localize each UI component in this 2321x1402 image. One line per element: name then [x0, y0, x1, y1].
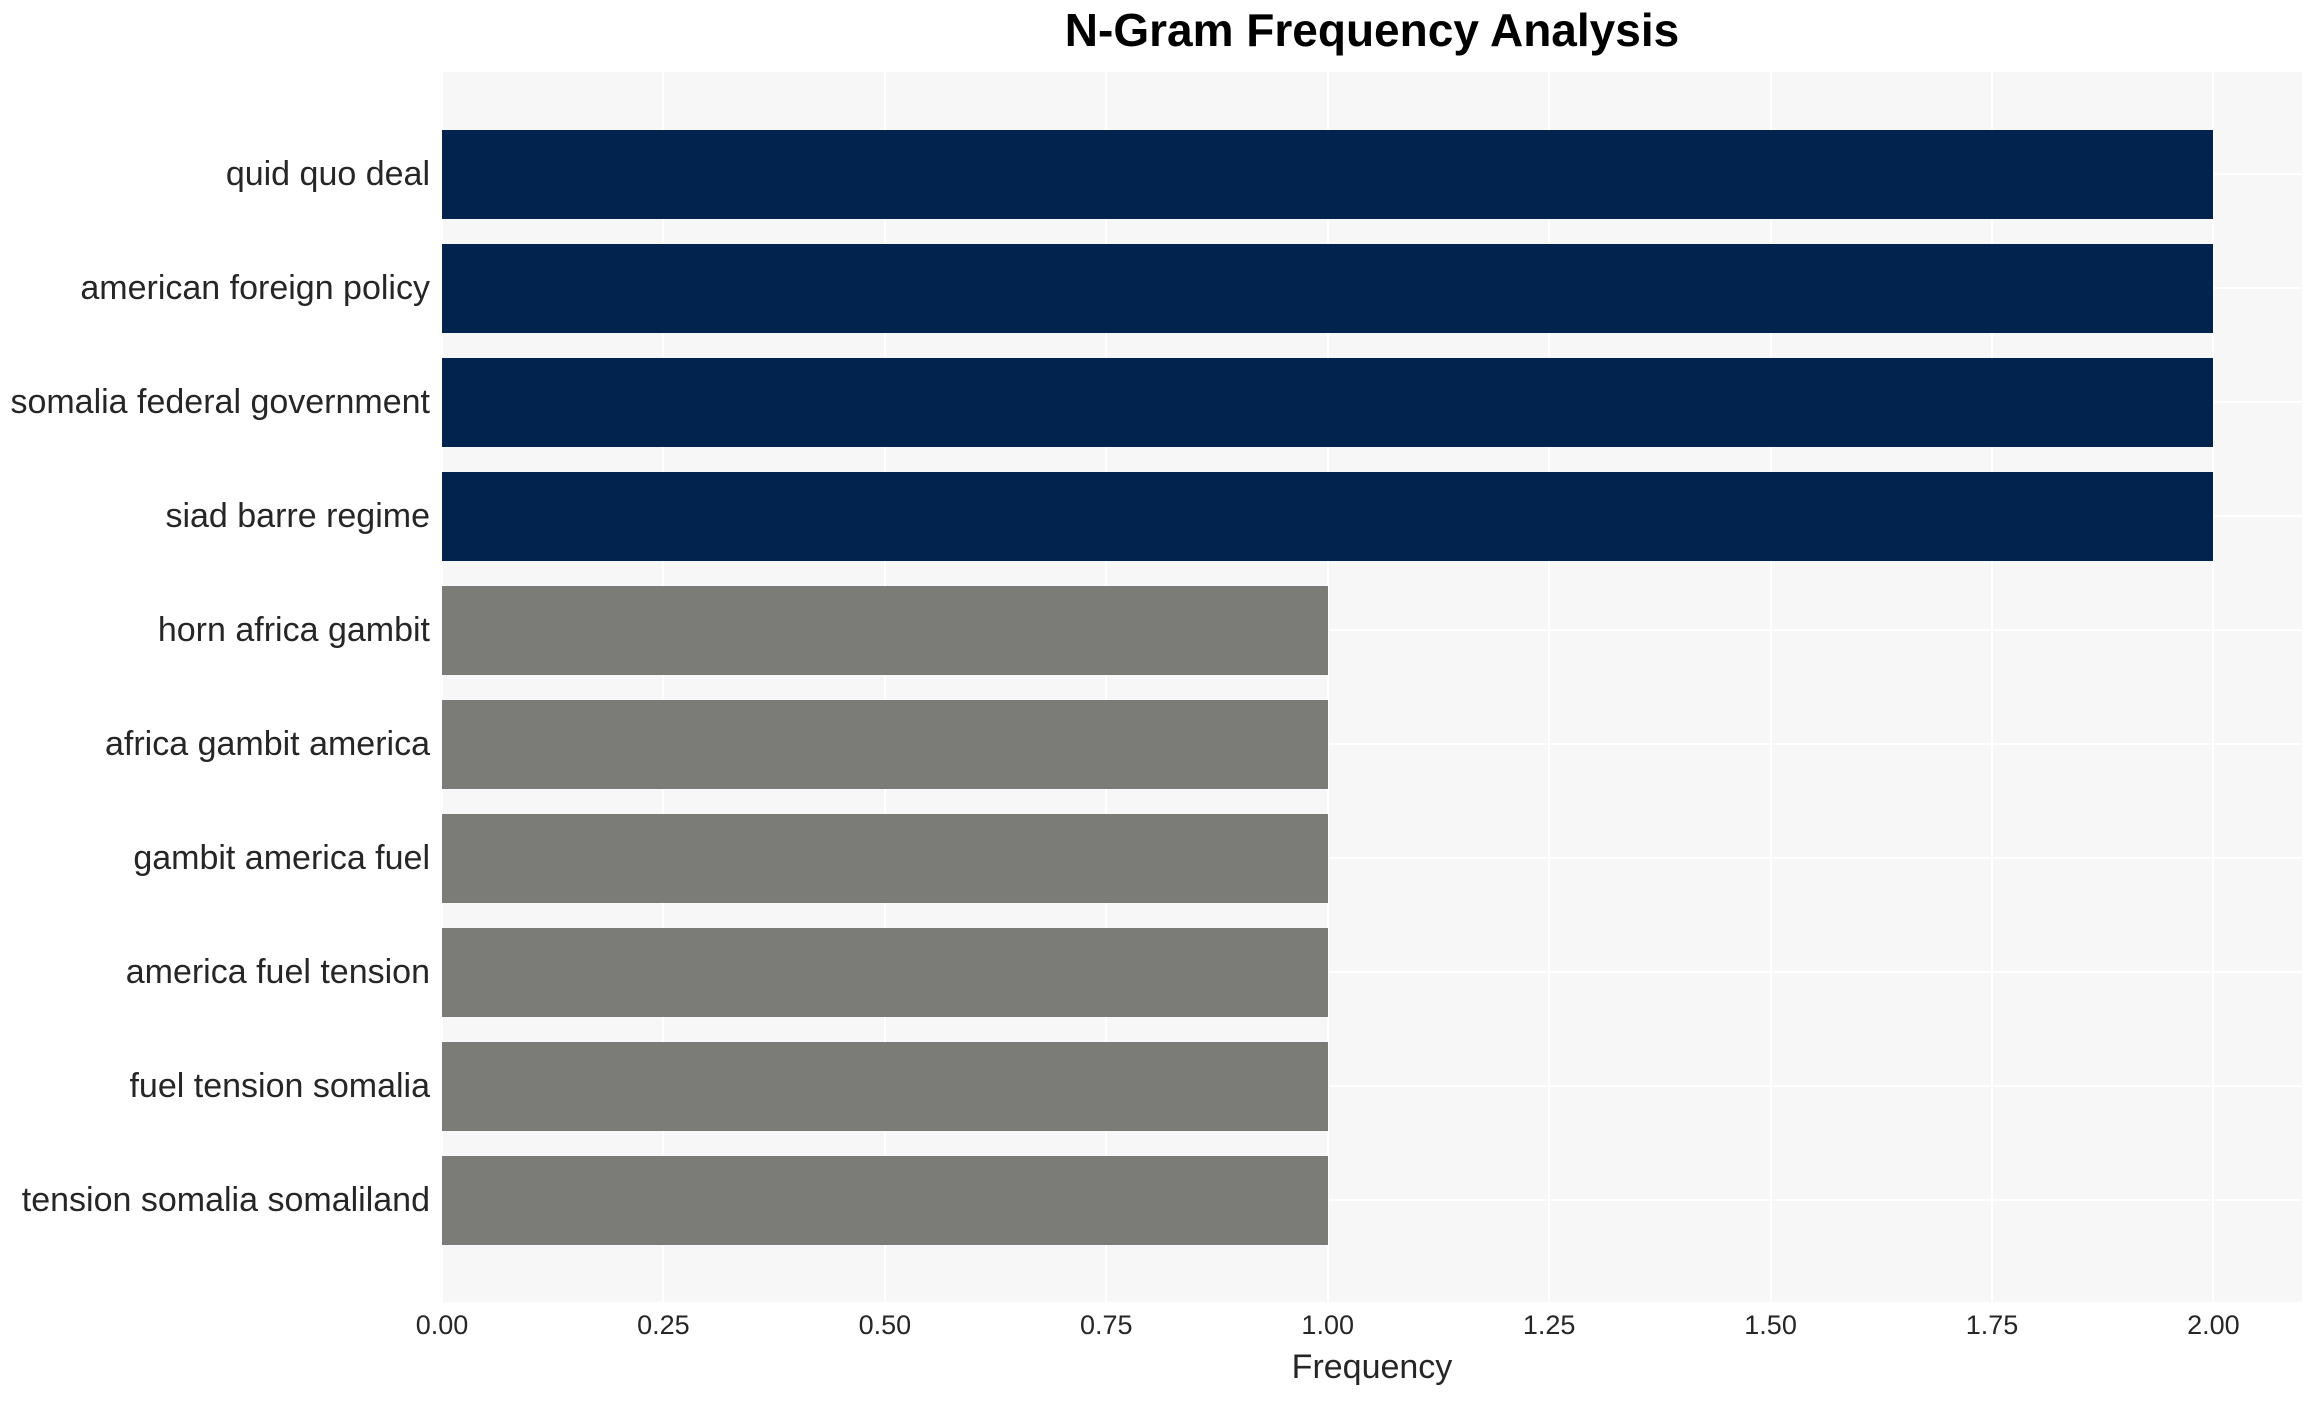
grid-line-horizontal [442, 629, 2302, 631]
y-tick-label: fuel tension somalia [129, 1067, 430, 1105]
bar [442, 471, 2214, 561]
grid-line-horizontal [442, 1085, 2302, 1087]
x-tick-label: 0.00 [415, 1310, 469, 1340]
y-tick-label: horn africa gambit [157, 611, 430, 649]
y-tick-label: gambit america fuel [133, 839, 430, 877]
y-tick-label: america fuel tension [125, 953, 430, 991]
bar [442, 357, 2214, 447]
grid-line-vertical [1548, 72, 1551, 1302]
x-tick-label: 1.50 [1744, 1310, 1797, 1340]
x-tick-label: 1.00 [1301, 1310, 1354, 1340]
grid-line-horizontal [442, 1199, 2302, 1201]
bar [442, 1155, 1328, 1245]
y-tick-label: siad barre regime [165, 497, 430, 535]
bar [442, 1041, 1328, 1131]
x-tick-label: 0.75 [1080, 1310, 1133, 1340]
x-tick-label: 2.00 [2187, 1310, 2240, 1340]
grid-line-horizontal [442, 743, 2302, 745]
bar [442, 243, 2214, 333]
grid-line-vertical [442, 72, 443, 1302]
bar [442, 699, 1328, 789]
grid-line-vertical [2212, 72, 2215, 1302]
x-tick-label: 1.25 [1522, 1310, 1576, 1340]
bar [442, 813, 1328, 903]
y-tick-label: africa gambit america [104, 725, 430, 763]
grid-line-vertical [1326, 72, 1329, 1302]
y-tick-label: tension somalia somaliland [21, 1181, 430, 1219]
grid-line-vertical [883, 72, 886, 1302]
y-tick-label: american foreign policy [80, 269, 430, 307]
x-tick-label: 1.75 [1965, 1310, 2019, 1340]
y-tick-label: quid quo deal [225, 155, 430, 193]
x-tick-label: 0.25 [637, 1310, 690, 1340]
bar [442, 129, 2214, 219]
x-axis-title: Frequency [1291, 1348, 1453, 1386]
x-axis-tick-labels: 0.00 0.25 0.50 0.75 1.00 1.25 1.50 1.75 2.00 [416, 1310, 2302, 1346]
y-tick-label: somalia federal government [10, 383, 430, 421]
plot-area [442, 72, 2302, 1302]
grid-line-horizontal [442, 971, 2302, 973]
grid-line-vertical [1991, 72, 1993, 1302]
x-tick-label: 0.50 [858, 1310, 912, 1340]
grid-line-vertical [1769, 72, 1772, 1302]
bar [442, 927, 1328, 1017]
grid-line-vertical [1105, 72, 1108, 1302]
grid-line-horizontal [442, 857, 2302, 859]
grid-line-vertical [662, 72, 665, 1302]
y-axis-labels: quid quo deal american foreign policy soma… [0, 72, 430, 1302]
chart-title: N-Gram Frequency Analysis [1064, 4, 1680, 56]
bar [442, 585, 1328, 675]
